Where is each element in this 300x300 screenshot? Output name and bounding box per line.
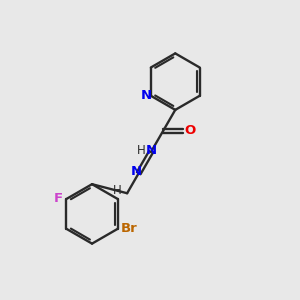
Text: H: H xyxy=(113,184,122,197)
Text: N: N xyxy=(131,165,142,178)
Text: H: H xyxy=(137,143,146,157)
Text: N: N xyxy=(146,143,157,157)
Text: F: F xyxy=(53,192,62,205)
Text: Br: Br xyxy=(121,222,137,235)
Text: O: O xyxy=(184,124,196,137)
Text: N: N xyxy=(141,89,152,102)
